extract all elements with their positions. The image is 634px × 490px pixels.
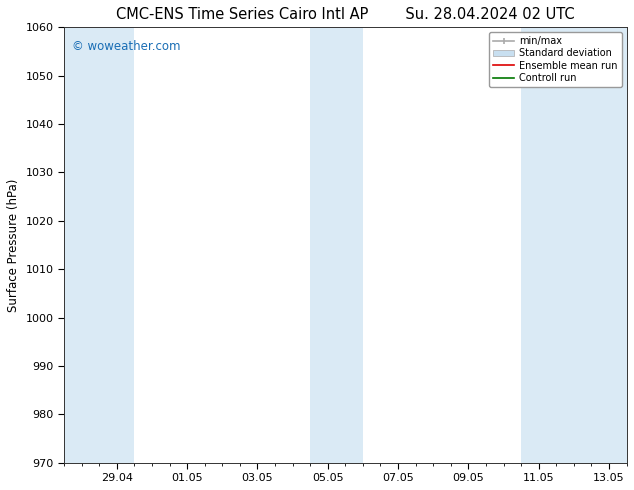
Bar — [521, 27, 626, 463]
Legend: min/max, Standard deviation, Ensemble mean run, Controll run: min/max, Standard deviation, Ensemble me… — [489, 32, 622, 87]
Title: CMC-ENS Time Series Cairo Intl AP        Su. 28.04.2024 02 UTC: CMC-ENS Time Series Cairo Intl AP Su. 28… — [116, 7, 574, 22]
Bar — [64, 27, 134, 463]
Text: © woweather.com: © woweather.com — [72, 40, 181, 53]
Y-axis label: Surface Pressure (hPa): Surface Pressure (hPa) — [7, 178, 20, 312]
Bar — [310, 27, 363, 463]
